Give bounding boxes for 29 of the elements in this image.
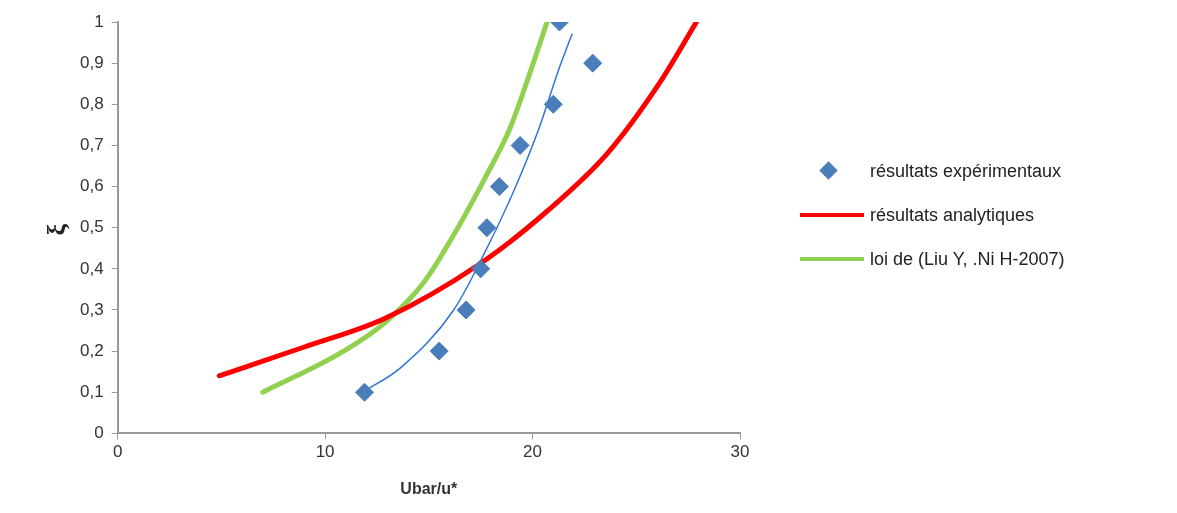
point — [429, 341, 449, 361]
legend-label: loi de (Liu Y, .Ni H-2007) — [870, 248, 1066, 270]
x-tick-label: 10 — [315, 442, 335, 462]
x-tick-label: 30 — [730, 442, 750, 462]
y-axis-title: ξ — [41, 223, 71, 236]
y-tick-label: 0,5 — [79, 217, 104, 237]
x-tick-label: 0 — [112, 442, 123, 462]
y-tick-label: 0 — [94, 423, 104, 443]
x-tick-label: 20 — [523, 442, 543, 462]
point — [489, 177, 509, 197]
point — [355, 382, 375, 402]
point — [583, 53, 603, 73]
y-tick-label: 0,6 — [79, 176, 104, 196]
y-tick-label: 0,9 — [79, 52, 104, 72]
point — [510, 135, 530, 155]
y-tick-label: 0,4 — [79, 258, 104, 278]
y-tick-label: 0,2 — [79, 340, 104, 360]
x-axis-title: Ubar/u* — [400, 479, 459, 497]
point — [477, 218, 497, 238]
y-tick-label: 0,3 — [79, 299, 104, 319]
y-tick-label: 0,7 — [79, 135, 104, 155]
point — [471, 259, 491, 279]
legend-label: résultats analytiques — [870, 204, 1036, 226]
y-tick-label: 0,8 — [79, 93, 104, 113]
point — [456, 300, 476, 320]
y-tick-label: 1 — [94, 11, 104, 31]
legend-label: résultats expérimentaux — [870, 160, 1063, 182]
y-tick-label: 0,1 — [79, 381, 104, 401]
point — [543, 94, 563, 114]
